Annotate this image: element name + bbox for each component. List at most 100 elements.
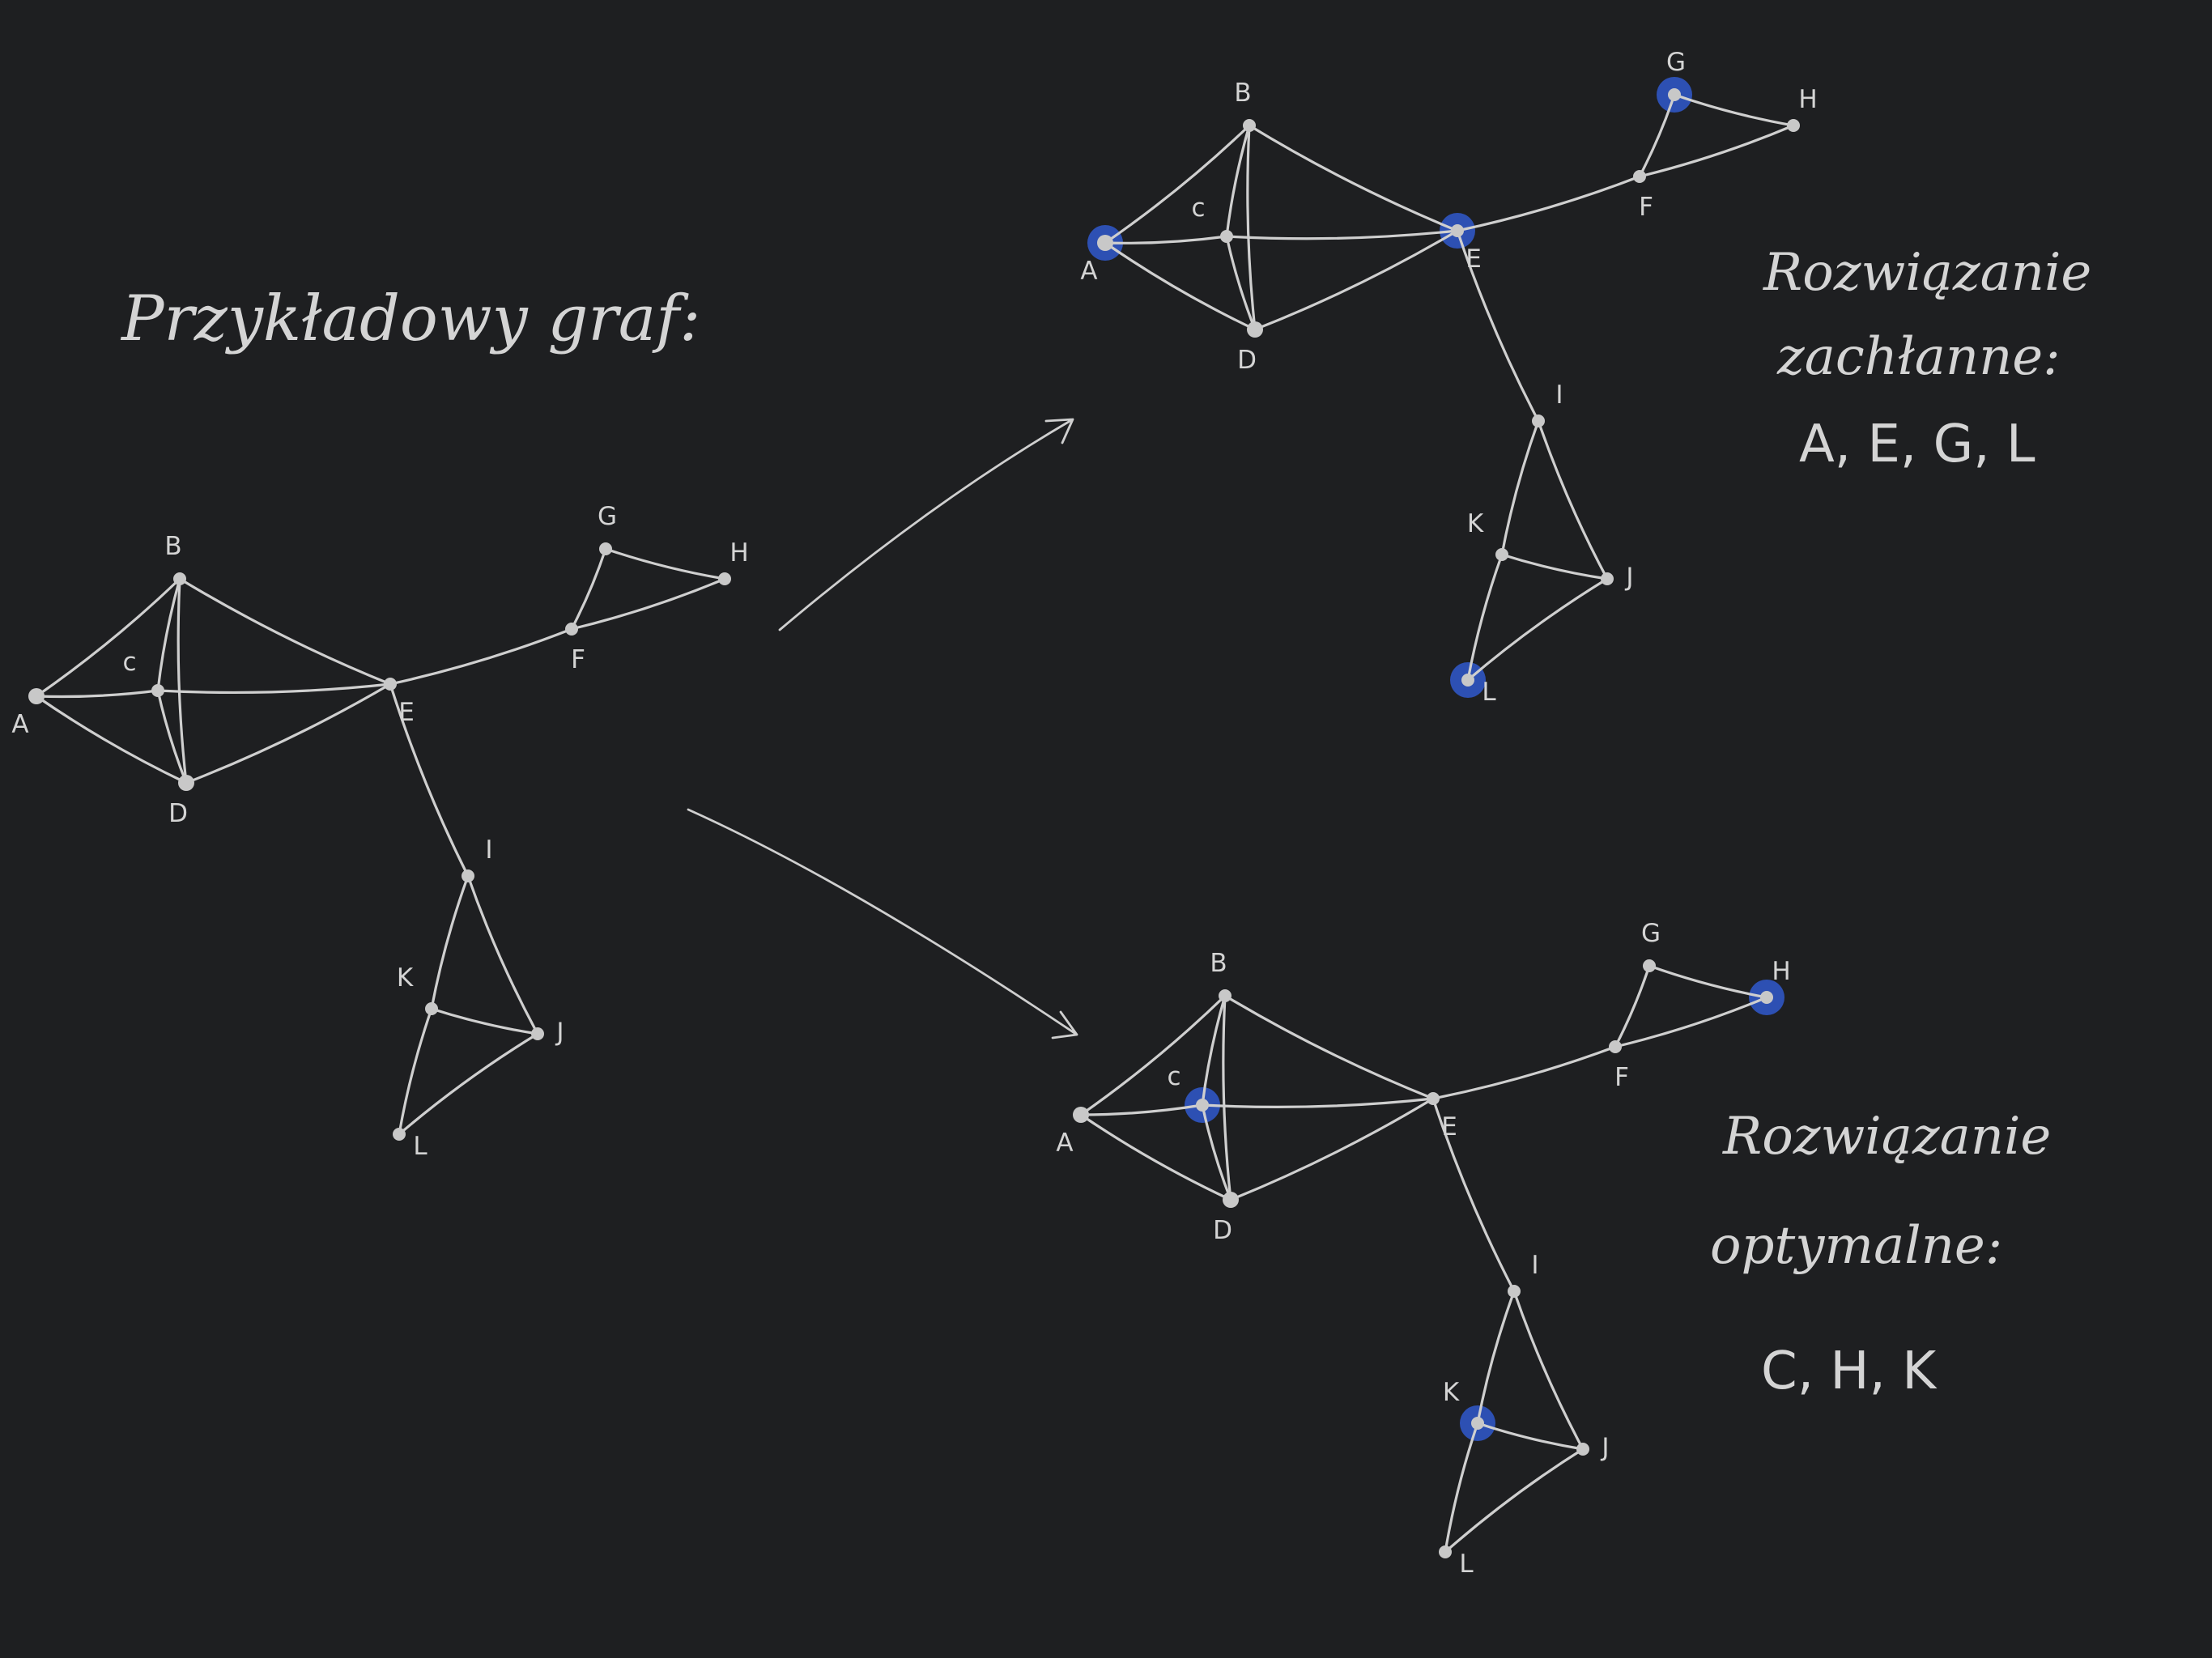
edge-f-h	[1614, 996, 1768, 1048]
node-label-a: A	[1080, 257, 1097, 286]
node-b	[173, 572, 186, 585]
node-i	[1532, 414, 1545, 427]
edge-a-c	[1104, 235, 1228, 244]
node-label-g: G	[1641, 919, 1661, 948]
node-label-e: E	[398, 698, 415, 727]
node-g	[599, 542, 612, 555]
edge-f-h	[1638, 124, 1795, 178]
edge-i-j	[1537, 419, 1609, 580]
edge-i-j	[466, 874, 539, 1035]
node-label-j: J	[1624, 563, 1633, 592]
graph-greedy: A Bc D E F G H I J K L	[1080, 48, 1817, 707]
node-k	[425, 1002, 438, 1015]
edge-d-e	[185, 682, 392, 784]
node-label-i: I	[1555, 380, 1563, 410]
edge-c-e	[156, 682, 392, 695]
greedy-caption-line1: Rozwiązanie	[1763, 243, 2091, 303]
node-label-g: G	[1666, 48, 1686, 77]
node-label-h: H	[730, 538, 748, 568]
node-label-f: F	[1639, 193, 1653, 222]
edge-b-d	[1222, 994, 1232, 1201]
node-label-g: G	[598, 502, 617, 531]
node-label-f: F	[1614, 1063, 1629, 1092]
node-e	[384, 678, 397, 691]
title: Przykładowy graf:	[120, 283, 700, 355]
node-j	[1576, 1443, 1589, 1456]
edge-f-g	[1638, 93, 1676, 178]
node-c	[1196, 1099, 1209, 1112]
node-k	[1495, 548, 1508, 561]
edge-c-e	[1201, 1097, 1435, 1108]
node-c	[1220, 230, 1233, 243]
node-h	[1760, 991, 1773, 1004]
node-label-k: K	[1443, 1378, 1460, 1407]
edge-b-c	[1201, 994, 1227, 1107]
node-a	[28, 688, 45, 704]
node-label-j: J	[1600, 1433, 1609, 1462]
node-i	[1508, 1285, 1521, 1298]
node-label-l: L	[1459, 1550, 1474, 1579]
node-label-k: K	[397, 963, 414, 993]
edge-i-k	[430, 874, 470, 1010]
greedy-caption: Rozwiązanie zachłanne: A, E, G, L	[1763, 243, 2091, 474]
arrow-to-greedy	[778, 418, 1074, 631]
node-label-i: I	[485, 835, 492, 865]
edge-b-e	[178, 577, 392, 686]
node-i	[462, 869, 474, 882]
edge-g-h	[1648, 964, 1768, 999]
node-label-b: B	[1234, 79, 1251, 108]
node-a	[1073, 1107, 1089, 1123]
edge-g-h	[604, 547, 726, 580]
edge-f-g	[570, 547, 607, 631]
edge-i-k	[1500, 419, 1540, 556]
optimal-caption-answer: C, H, K	[1761, 1341, 1938, 1401]
edge-e-f	[1456, 175, 1641, 232]
edge-k-l	[1466, 553, 1504, 682]
node-d	[178, 775, 194, 791]
edge-a-d	[1079, 1113, 1232, 1201]
edge-a-c	[35, 689, 160, 699]
node-j	[1601, 572, 1614, 585]
node-e	[1427, 1092, 1440, 1105]
node-label-c: c	[1167, 1062, 1180, 1091]
edge-b-d	[177, 577, 188, 784]
edge-k-l	[1444, 1422, 1479, 1554]
edge-k-j	[1476, 1422, 1585, 1451]
node-label-d: D	[1213, 1216, 1232, 1245]
node-f	[565, 623, 578, 636]
edge-c-d	[1201, 1103, 1232, 1201]
node-k	[1471, 1417, 1484, 1430]
edge-a-b	[1079, 994, 1227, 1116]
node-label-i: I	[1531, 1251, 1538, 1280]
edge-j-l	[1444, 1448, 1585, 1554]
node-e	[1451, 224, 1464, 237]
node-label-c: c	[122, 648, 136, 677]
optimal-caption-line1: Rozwiązanie	[1722, 1107, 2051, 1167]
edge-k-j	[1500, 553, 1609, 580]
edge-e-i	[1431, 1097, 1516, 1293]
edge-b-c	[156, 577, 181, 692]
edge-c-d	[1225, 235, 1257, 331]
edge-j-l	[398, 1032, 539, 1136]
edge-b-e	[1223, 994, 1435, 1100]
node-label-c: c	[1191, 193, 1205, 223]
node-label-h: H	[1772, 957, 1790, 986]
node-label-e: E	[1441, 1112, 1457, 1141]
node-label-a: A	[11, 710, 28, 739]
node-label-b: B	[1210, 949, 1227, 978]
node-label-e: E	[1465, 244, 1482, 274]
node-l	[1461, 674, 1474, 687]
node-label-l: L	[413, 1132, 428, 1161]
edge-a-b	[1104, 124, 1251, 244]
arrow-to-optimal	[687, 808, 1078, 1039]
edge-f-g	[1614, 964, 1651, 1048]
node-label-h: H	[1798, 85, 1817, 114]
node-g	[1643, 959, 1656, 972]
node-c	[151, 684, 164, 697]
optimal-caption-line2: optymalne:	[1710, 1216, 2002, 1276]
node-f	[1609, 1040, 1622, 1053]
node-label-j: J	[555, 1018, 564, 1047]
graph-optimal: A Bc D E F G H I J K L	[1056, 919, 1790, 1579]
node-g	[1668, 88, 1681, 101]
